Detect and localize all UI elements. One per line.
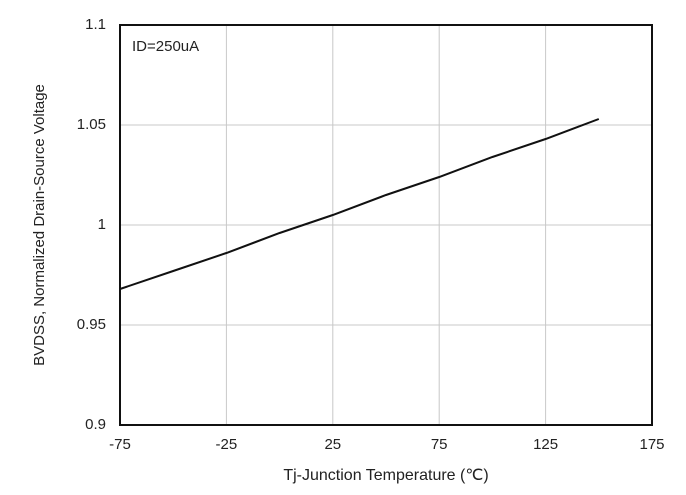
y-tick-label: 0.9 bbox=[85, 416, 106, 433]
y-tick-label: 1 bbox=[98, 216, 106, 233]
x-tick-label: -75 bbox=[109, 436, 131, 453]
x-tick-label: -25 bbox=[216, 436, 238, 453]
plot-frame bbox=[119, 24, 653, 426]
x-tick-label: 125 bbox=[533, 436, 558, 453]
y-tick-label: 1.05 bbox=[77, 116, 106, 133]
x-axis-label: Tj-Junction Temperature (℃) bbox=[283, 467, 488, 484]
x-tick-label: 25 bbox=[324, 436, 341, 453]
y-tick-label: 1.1 bbox=[85, 16, 106, 33]
y-axis-label: BVDSS, Normalized Drain-Source Voltage bbox=[31, 84, 48, 366]
y-tick-label: 0.95 bbox=[77, 316, 106, 333]
x-tick-label: 175 bbox=[639, 436, 664, 453]
annotation: ID=250uA bbox=[132, 38, 199, 55]
data-line bbox=[119, 118, 600, 290]
x-tick-label: 75 bbox=[431, 436, 448, 453]
